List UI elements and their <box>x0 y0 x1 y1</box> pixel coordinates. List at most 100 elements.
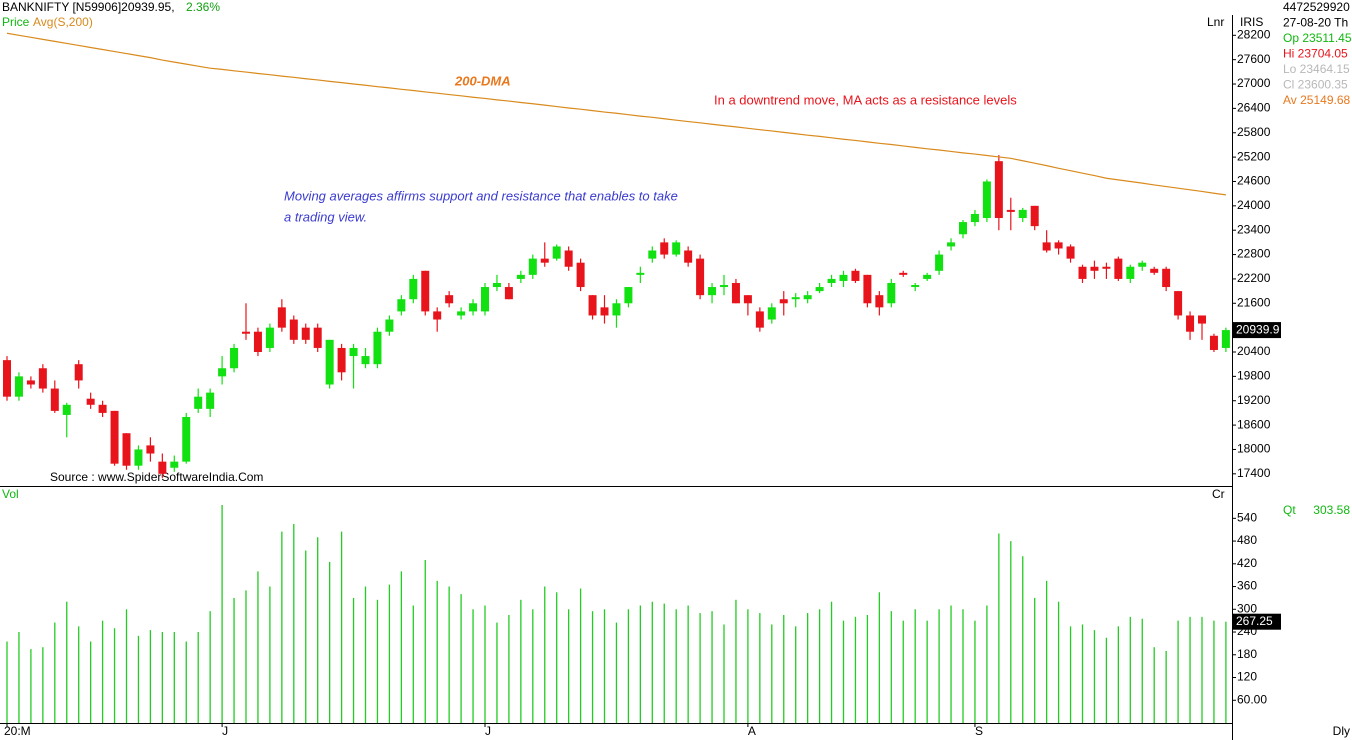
y-tick-label: 22800 <box>1237 247 1271 261</box>
annotation: In a downtrend move, MA acts as a resist… <box>714 92 1017 107</box>
candle-body <box>540 258 549 263</box>
candle-body <box>457 311 466 316</box>
annotation: Moving averages affirms support and resi… <box>284 188 678 203</box>
candle-body <box>1114 258 1123 279</box>
candle-body <box>421 270 430 312</box>
info-line: Op 23511.45 <box>1283 31 1352 45</box>
candle-body <box>265 327 274 348</box>
qt-label: Qt <box>1283 503 1296 517</box>
candle-body <box>588 295 597 316</box>
info-line: 4472529920 <box>1283 0 1350 14</box>
change: 2.36% <box>186 0 220 14</box>
candle-body <box>720 285 728 288</box>
candle-body <box>935 254 944 271</box>
candle-body <box>445 295 454 304</box>
candle-body <box>791 297 800 300</box>
volume-scale-label: Cr <box>1212 487 1225 501</box>
price-label: Price <box>2 15 30 29</box>
volume-tick-label: 420 <box>1237 556 1257 570</box>
candle-body <box>827 278 836 283</box>
candle-body <box>86 398 95 405</box>
panel-label: IRIS <box>1240 15 1263 29</box>
candle-body <box>708 287 717 296</box>
y-tick-label: 25800 <box>1237 125 1271 139</box>
info-line: Av 25149.68 <box>1283 93 1350 107</box>
volume-tick-label: 480 <box>1237 533 1257 547</box>
y-tick-label: 24000 <box>1237 198 1271 212</box>
candle-body <box>815 287 824 292</box>
annotation: a trading view. <box>284 209 367 224</box>
last-volume-label: 267.25 <box>1236 614 1273 628</box>
info-line: Hi 23704.05 <box>1283 47 1348 61</box>
candle-body <box>648 250 657 259</box>
candle-body <box>1042 242 1051 251</box>
candle-body <box>26 380 35 385</box>
y-tick-label: 27000 <box>1237 76 1271 90</box>
candle-body <box>1186 315 1195 332</box>
candle-body <box>504 287 513 300</box>
candle-body <box>1090 266 1099 271</box>
candle-body <box>277 307 286 328</box>
volume-tick-label: 180 <box>1237 647 1257 661</box>
candle-body <box>409 278 418 300</box>
x-tick-label: S <box>975 724 983 738</box>
candle-body <box>851 270 860 281</box>
x-tick-label: J <box>485 724 491 738</box>
y-tick-label: 19200 <box>1237 393 1271 407</box>
candle-body <box>875 295 884 308</box>
candle-body <box>624 287 633 304</box>
candle-body <box>481 287 489 312</box>
candle-body <box>62 404 71 415</box>
y-tick-label: 23400 <box>1237 222 1271 236</box>
candle-body <box>1006 209 1015 212</box>
candle-body <box>636 272 645 275</box>
candle-body <box>98 404 107 413</box>
last-volume-box <box>1233 613 1281 630</box>
info-line: 27-08-20 Th <box>1283 16 1348 30</box>
candle-body <box>887 282 896 304</box>
chart-title: BANKNIFTY [N59906]20939.95, <box>2 0 175 14</box>
y-tick-label: 18000 <box>1237 442 1271 456</box>
candle-body <box>755 311 764 328</box>
candle-body <box>325 339 334 385</box>
last-price-box <box>1233 322 1281 339</box>
candle-body <box>38 368 47 389</box>
candle-body <box>146 445 155 454</box>
x-tick-label: J <box>222 724 228 738</box>
candle-body <box>1174 291 1183 316</box>
y-tick-label: 20400 <box>1237 344 1271 358</box>
candle-body <box>14 376 23 397</box>
candle-body <box>122 433 131 466</box>
candle-body <box>182 416 191 462</box>
candle-body <box>230 347 239 369</box>
info-line: Cl 23600.35 <box>1283 78 1348 92</box>
candle-body <box>1150 268 1159 273</box>
candle-body <box>516 274 525 279</box>
candle-body <box>994 161 1003 219</box>
candle-body <box>552 246 561 259</box>
candle-body <box>923 274 932 279</box>
x-tick-label: 20:M <box>4 724 31 738</box>
candle-body <box>982 181 991 219</box>
candle-body <box>803 295 812 300</box>
candle-body <box>492 282 501 288</box>
candle-body <box>170 461 179 468</box>
candle-body <box>576 262 585 288</box>
candle-body <box>349 347 358 357</box>
volume-tick-label: 120 <box>1237 670 1257 684</box>
candle-body <box>564 250 573 267</box>
x-tick-label: A <box>748 724 756 738</box>
candle-body <box>469 303 478 312</box>
y-tick-label: 24600 <box>1237 174 1271 188</box>
y-tick-label: 22200 <box>1237 271 1271 285</box>
candle-body <box>959 222 967 235</box>
candle-body <box>767 307 776 320</box>
candle-body <box>947 242 956 247</box>
candle-body <box>74 364 83 381</box>
candle-body <box>696 258 705 296</box>
y-tick-label: 25200 <box>1237 149 1271 163</box>
candle-body <box>253 331 262 353</box>
candle-body <box>743 295 752 304</box>
candle-body <box>600 307 609 316</box>
